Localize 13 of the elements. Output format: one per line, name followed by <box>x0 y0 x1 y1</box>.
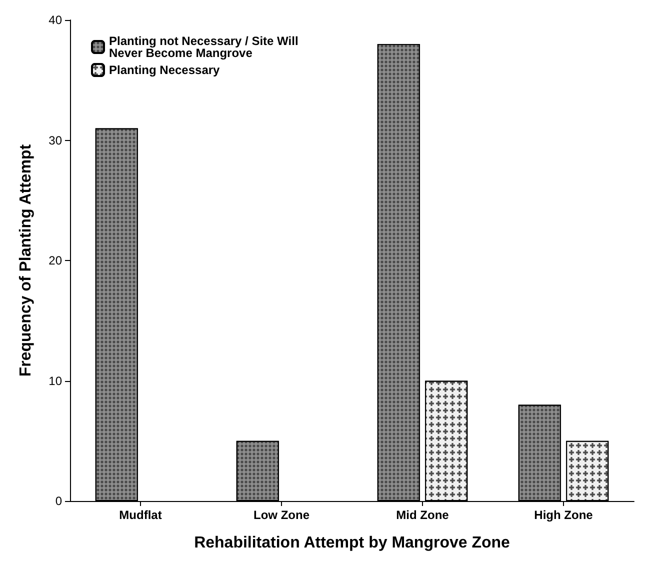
y-axis-title: Frequency of Planting Attempt <box>18 144 34 377</box>
x-tick-label: Low Zone <box>254 508 310 522</box>
y-tick-label: 10 <box>48 374 62 388</box>
legend-label: Planting Necessary <box>109 63 220 77</box>
y-tick-label: 0 <box>55 494 62 508</box>
x-tick-label: Mudflat <box>119 508 162 522</box>
x-tick-label: High Zone <box>534 508 594 522</box>
x-axis-title: Rehabilitation Attempt by Mangrove Zone <box>194 534 510 552</box>
x-tick-label: Mid Zone <box>396 508 450 522</box>
y-tick-label: 30 <box>48 133 62 148</box>
y-tick-label: 40 <box>48 13 62 27</box>
y-tick-label: 20 <box>48 254 62 268</box>
legend-label: Planting not Necessary / Site Will Never Become Mangrove <box>109 34 302 60</box>
